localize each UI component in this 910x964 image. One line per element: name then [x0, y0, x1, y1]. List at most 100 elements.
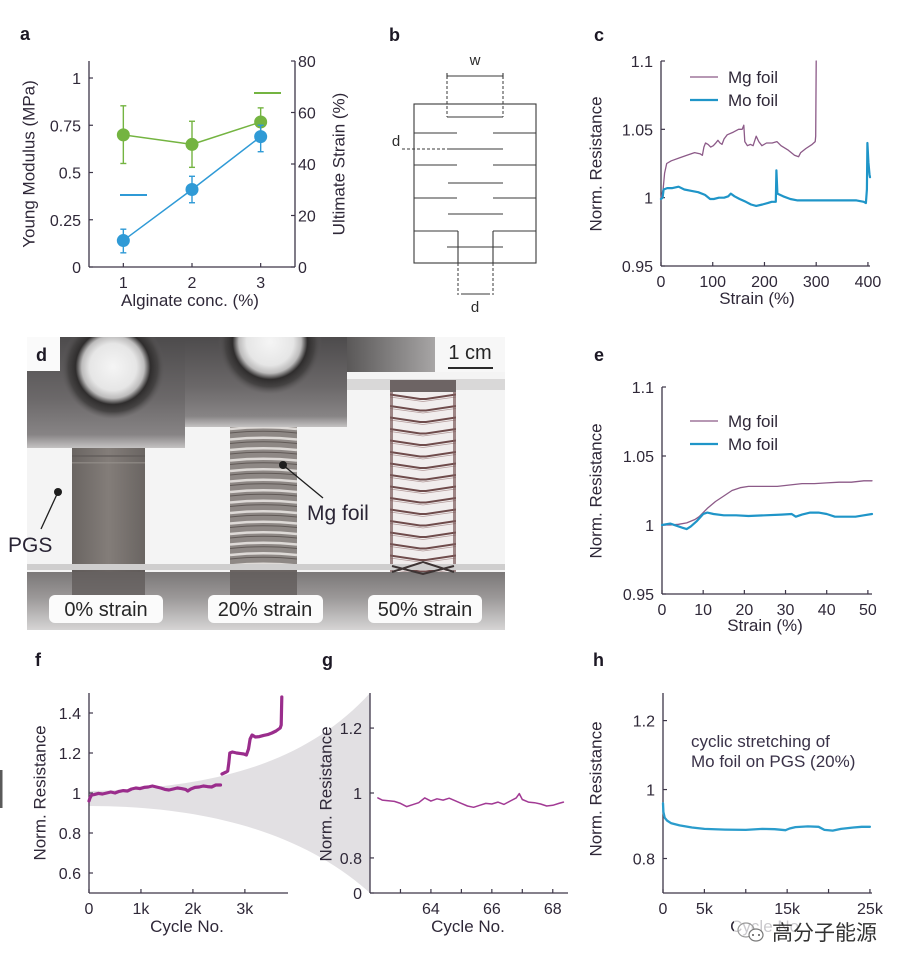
series-line-mg-foil [661, 480, 873, 526]
strip-base-50 [391, 560, 455, 576]
y-tick-label: 0.6 [59, 866, 81, 883]
series-line-mg-foil [87, 783, 223, 803]
x-tick-label: 0 [657, 274, 666, 291]
y-tick-label: 1.2 [633, 714, 655, 731]
legend-item-mg-foil: Mg foil [690, 412, 778, 431]
x-tick-label: 30 [777, 602, 795, 619]
watermark-backing [734, 917, 886, 947]
legend-item-mo-foil: Mo foil [690, 435, 778, 454]
series-line-mg-foil [220, 695, 284, 776]
strain-label-20: 20% strain [218, 599, 313, 621]
panel-label-h: h [593, 650, 604, 670]
x-tick-label: 25k [857, 901, 884, 918]
x-tick-label: 300 [803, 274, 830, 291]
y-tick-label: 0 [353, 886, 362, 903]
panel-label-e: e [594, 345, 604, 365]
x-tick-label: 15k [774, 901, 801, 918]
watermark: 高分子能源 [734, 917, 886, 947]
mg-foil-strip-20 [230, 427, 297, 575]
strip-base-0 [72, 570, 145, 598]
x-tick-label: 50 [859, 602, 877, 619]
x-axis-title: Cycle No. [150, 917, 224, 936]
y-tick-label: 0.5 [59, 166, 81, 183]
y-tick-label: 0 [72, 260, 81, 277]
y-tick-label: 0.8 [633, 852, 655, 869]
x-tick-label: 400 [855, 274, 882, 291]
y-tick-label: 1.05 [623, 449, 654, 466]
mg-foil-strip-50 [390, 392, 456, 575]
data-point-ultimate-strain [116, 128, 130, 142]
x-tick-label: 3k [236, 901, 254, 918]
x-tick-label: 0 [658, 602, 667, 619]
panel-label-g: g [322, 650, 333, 670]
clamp-block-right [347, 337, 437, 372]
series-line-mo-foil [661, 802, 872, 832]
strip-edge [390, 392, 393, 575]
clamp-ball-middle [218, 337, 322, 394]
x-tick-label: 68 [544, 901, 562, 918]
y-tick-label: 0.95 [623, 587, 654, 604]
strip-edge [453, 392, 456, 575]
wechat-icon [737, 922, 764, 942]
y-axis-title: Norm. Resistance [316, 726, 335, 861]
series-line-mg-foil [660, 60, 817, 199]
y-right-tick-label: 20 [298, 209, 316, 226]
x-tick-label: 100 [699, 274, 726, 291]
y-tick-label: 1 [645, 518, 654, 535]
clamp-ball-left [61, 337, 165, 419]
y-tick-label: 1.1 [632, 380, 654, 397]
photo-panel-d: d 1 cm 0% strain 20% strain 50% strain P… [8, 337, 505, 630]
y-axis-title: Norm. Resistance [586, 96, 605, 231]
y-right-tick-label: 0 [298, 260, 307, 277]
x-axis-title: Cycle No. [431, 917, 505, 936]
diagram-panel-b: b w d d [389, 25, 537, 316]
y-tick-label: 0.25 [50, 213, 81, 230]
y-tick-label: 1.2 [340, 721, 362, 738]
x-tick-label: 200 [751, 274, 778, 291]
y-tick-label: 1.4 [59, 706, 81, 723]
y-tick-label: 1.1 [631, 54, 653, 71]
x-tick-label: 2k [184, 901, 202, 918]
y-tick-label: 1 [353, 786, 362, 803]
data-point-young-modulus [254, 130, 268, 144]
x-axis-title: Strain (%) [719, 289, 795, 308]
x-tick-label: 66 [483, 901, 501, 918]
y-axis-title: Young Modulus (MPa) [19, 80, 38, 248]
y-axis-right-title: Ultimate Strain (%) [329, 93, 348, 236]
data-point-young-modulus [185, 183, 199, 197]
legend-label: Mo foil [728, 435, 778, 454]
x-tick-label: 0 [85, 901, 94, 918]
x-tick-label: 5k [696, 901, 714, 918]
x-tick-label: 20 [735, 602, 753, 619]
inset-zoom-wedge [89, 693, 370, 893]
strain-label-box [208, 595, 323, 623]
panel-label-c: c [594, 25, 604, 45]
chart-panel-a: a 1 2 3 0 0.25 0.5 0.75 1 0 20 40 60 80 Alginate conc.… [19, 24, 348, 310]
strip-top-bar [390, 380, 456, 392]
data-point-ultimate-strain [185, 137, 199, 151]
y-tick-label: 1 [644, 191, 653, 208]
annotation-text: Mo foil on PGS (20%) [691, 752, 855, 771]
y-tick-label: 1 [72, 786, 81, 803]
panel-label-f: f [35, 650, 42, 670]
strain-label-box [368, 595, 482, 623]
scale-bar-box [435, 337, 505, 372]
y-tick-label: 0.8 [59, 826, 81, 843]
x-tick-label: 0 [659, 901, 668, 918]
pgs-strip-0 [72, 448, 145, 575]
data-point-ultimate-strain [254, 115, 268, 129]
watermark-text: 高分子能源 [772, 921, 877, 945]
foil-outline [413, 103, 537, 264]
chart-panel-e: e 0 10 20 30 40 50 0.95 1 1.05 1.1 Strain (%) Norm. … [586, 345, 876, 635]
legend-item-mg-foil: Mg foil [690, 68, 778, 87]
y-tick-label: 0.95 [622, 259, 653, 276]
y-axis-title: Norm. Resistance [30, 725, 49, 860]
chart-panel-c: c 0 100 200 300 400 0.95 1 1.05 1.1 Strain (%) Norm… [586, 25, 881, 308]
x-tick-label: 1k [133, 901, 151, 918]
legend-label: Mg foil [728, 412, 778, 431]
legend-item-mo-foil: Mo foil [690, 91, 778, 110]
x-tick-label: 64 [422, 901, 440, 918]
series-line-mo-foil [659, 141, 872, 207]
y-tick-label: 0.75 [50, 118, 81, 135]
